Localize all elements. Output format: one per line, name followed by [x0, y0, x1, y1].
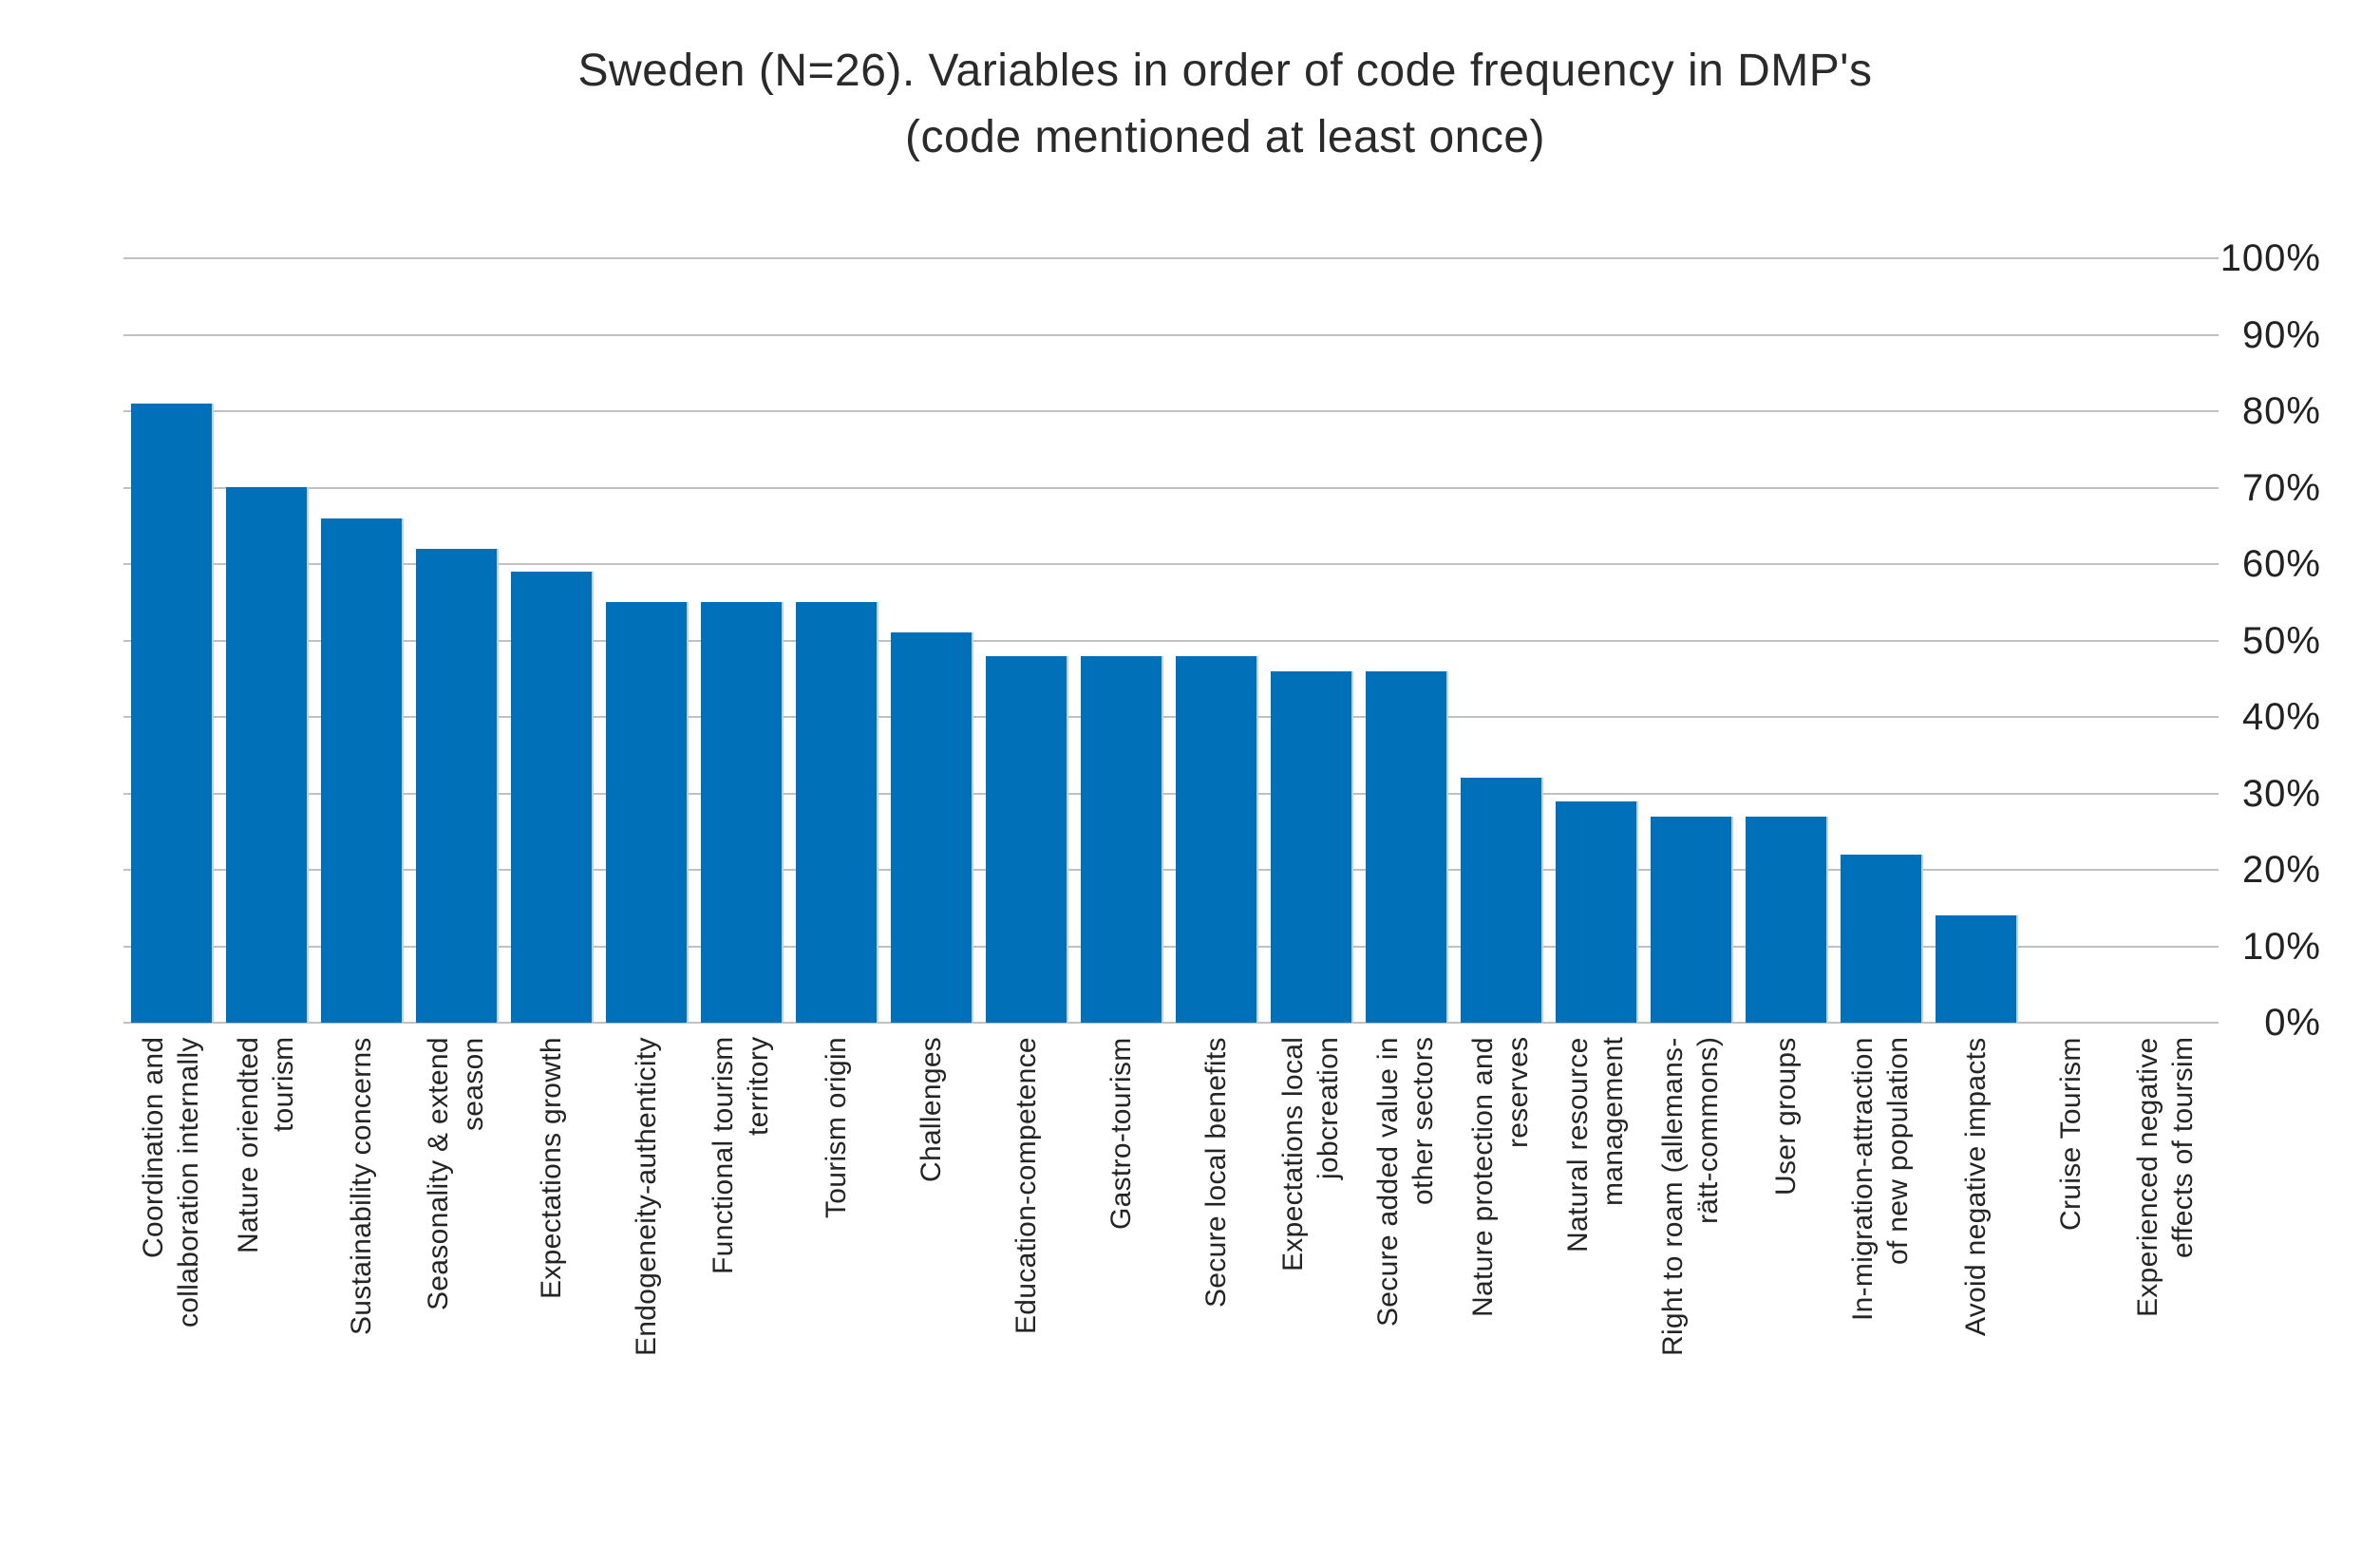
y-axis-tick-label: 40%	[2241, 696, 2321, 738]
gridline	[123, 1022, 2219, 1024]
bar	[1935, 915, 2018, 1023]
x-axis-label-cell: Secure local benefits	[1168, 1037, 1263, 1563]
x-axis-label-cell: Experienced negative effects of toursim	[2118, 1037, 2213, 1563]
x-axis-label-cell: Expectations growth	[503, 1037, 598, 1563]
x-axis-label-cell: Nature oriendted tourism	[218, 1037, 313, 1563]
y-axis-tick-label: 100%	[2219, 237, 2321, 279]
bar	[130, 404, 214, 1023]
chart-title-line2: (code mentioned at least once)	[904, 112, 1546, 162]
gridline	[123, 792, 2219, 795]
y-axis-tick-label: 80%	[2241, 390, 2321, 432]
chart-title: Sweden (N=26). Variables in order of cod…	[70, 38, 2380, 171]
x-axis-label-cell: Education-competence	[978, 1037, 1073, 1563]
gridline	[123, 257, 2219, 259]
bar	[795, 602, 878, 1023]
bar	[605, 602, 689, 1023]
x-axis-label-cell: Endogeneity-authenticity	[598, 1037, 693, 1563]
gridline	[123, 563, 2219, 565]
x-axis-label: Tourism origin	[820, 1037, 852, 1218]
bar	[415, 549, 499, 1023]
x-axis-label: Expectations growth	[535, 1037, 567, 1299]
x-axis-label: Coordination and collaboration internall…	[138, 1037, 204, 1328]
x-axis-label: Right to roam (allemans- rätt-commons)	[1657, 1037, 1724, 1356]
y-axis-tick-label: 30%	[2241, 772, 2321, 815]
bar	[320, 518, 404, 1023]
x-axis-label-cell: Right to roam (allemans- rätt-commons)	[1643, 1037, 1738, 1563]
x-axis-label-cell: Seasonality & extend season	[408, 1037, 503, 1563]
x-axis-label: Sustainability concerns	[345, 1037, 377, 1335]
x-axis-label-cell: Cruise Tourism	[2023, 1037, 2118, 1563]
gridline	[123, 945, 2219, 948]
x-axis-label-cell: User groups	[1738, 1037, 1833, 1563]
bar	[1270, 671, 1353, 1023]
bar	[1840, 855, 1923, 1023]
bar	[890, 632, 973, 1023]
bar	[700, 602, 784, 1023]
x-axis-label: Nature oriendted tourism	[233, 1037, 299, 1254]
x-axis-label-cell: Nature protection and reserves	[1453, 1037, 1548, 1563]
x-axis-label: In-migration-attraction of new populatio…	[1847, 1037, 1914, 1321]
y-axis-tick-label: 90%	[2241, 313, 2321, 356]
bar	[510, 572, 594, 1023]
y-axis-tick-label: 10%	[2241, 925, 2321, 968]
x-axis-label: Functional tourism territory	[708, 1037, 774, 1275]
y-axis-tick-label: 0%	[2264, 1002, 2321, 1044]
x-axis-label: Secure local benefits	[1199, 1037, 1232, 1308]
y-axis-tick-label: 60%	[2241, 543, 2321, 585]
plot-area	[123, 257, 2219, 1024]
bar	[985, 656, 1068, 1023]
gridline	[123, 486, 2219, 489]
y-axis-tick-label: 50%	[2241, 619, 2321, 662]
bar	[1650, 817, 1733, 1023]
x-axis-label: Expectations local jobcreation	[1277, 1037, 1344, 1272]
x-axis-category-labels: Coordination and collaboration internall…	[123, 1037, 2213, 1563]
gridline	[123, 639, 2219, 642]
x-axis-label: Endogeneity-authenticity	[630, 1037, 662, 1356]
x-axis-label-cell: Natural resource management	[1548, 1037, 1643, 1563]
bar	[225, 487, 309, 1023]
y-axis-tick-label: 20%	[2241, 849, 2321, 891]
x-axis-label-cell: Secure added value in other sectors	[1358, 1037, 1453, 1563]
x-axis-label-cell: In-migration-attraction of new populatio…	[1833, 1037, 1928, 1563]
x-axis-label: Gastro-tourism	[1105, 1037, 1137, 1230]
bar	[1555, 801, 1638, 1023]
bar	[1745, 817, 1828, 1023]
x-axis-label-cell: Expectations local jobcreation	[1263, 1037, 1358, 1563]
x-axis-label-cell: Gastro-tourism	[1073, 1037, 1168, 1563]
x-axis-label: Experienced negative effects of toursim	[2132, 1037, 2199, 1317]
chart-title-line1: Sweden (N=26). Variables in order of cod…	[577, 46, 1873, 96]
gridline	[123, 869, 2219, 871]
bar-series	[123, 258, 2213, 1023]
x-axis-label-cell: Challenges	[883, 1037, 978, 1563]
gridline	[123, 716, 2219, 718]
x-axis-label: Secure added value in other sectors	[1372, 1037, 1439, 1327]
x-axis-label-cell: Coordination and collaboration internall…	[123, 1037, 218, 1563]
x-axis-label: User groups	[1769, 1037, 1802, 1196]
x-axis-label: Education-competence	[1010, 1037, 1042, 1334]
x-axis-label-cell: Avoid negative impacts	[1928, 1037, 2023, 1563]
gridline	[123, 333, 2219, 336]
x-axis-label: Nature protection and reserves	[1467, 1037, 1534, 1317]
x-axis-label: Cruise Tourism	[2054, 1037, 2087, 1231]
gridline	[123, 410, 2219, 412]
bar	[1460, 778, 1543, 1023]
bar	[1080, 656, 1163, 1023]
x-axis-label-cell: Tourism origin	[788, 1037, 883, 1563]
bar	[1175, 656, 1258, 1023]
y-axis-tick-label: 70%	[2241, 466, 2321, 509]
bar	[1365, 671, 1448, 1023]
x-axis-label-cell: Functional tourism territory	[693, 1037, 788, 1563]
x-axis-label: Seasonality & extend season	[423, 1037, 489, 1310]
x-axis-label: Avoid negative impacts	[1959, 1037, 1992, 1336]
x-axis-label: Natural resource management	[1562, 1037, 1629, 1252]
x-axis-label-cell: Sustainability concerns	[313, 1037, 408, 1563]
x-axis-label: Challenges	[915, 1037, 947, 1183]
